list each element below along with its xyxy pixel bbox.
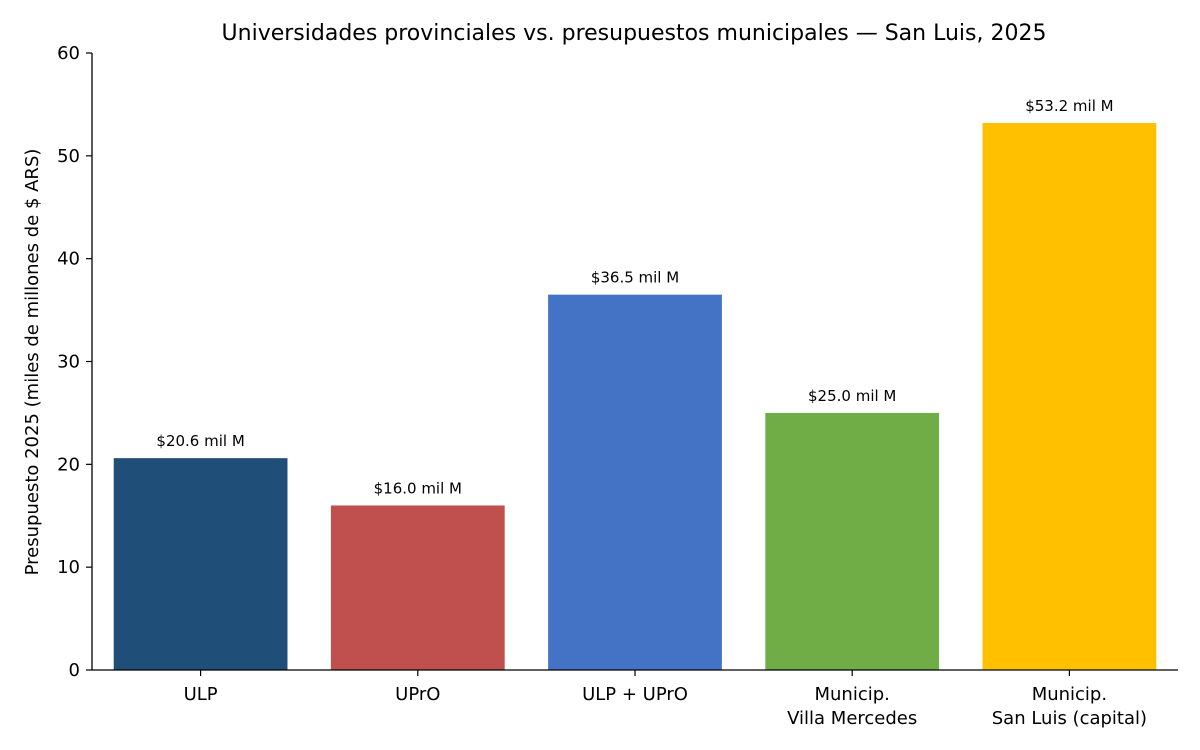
data-label: $20.6 mil M (156, 432, 244, 450)
x-axis-ticks: ULP UPrO ULP + UPrO Municip. Villa Mercedes M… (184, 670, 1147, 729)
y-tick-label: 60 (57, 43, 80, 64)
bar (765, 412, 940, 670)
x-tick-label: San Luis (capital) (992, 708, 1147, 729)
y-axis-ticks: 0 10 20 30 40 50 60 (57, 43, 92, 681)
x-tick-label: Villa Mercedes (787, 708, 917, 729)
chart-title: Universidades provinciales vs. presupues… (222, 21, 1047, 46)
data-label: $53.2 mil M (1025, 97, 1113, 115)
data-label: $36.5 mil M (591, 269, 679, 287)
x-tick-label: UPrO (395, 684, 440, 705)
x-tick-label: Municip. (1032, 684, 1107, 705)
y-tick-label: 40 (57, 249, 80, 270)
y-tick-label: 0 (69, 660, 80, 681)
data-label: $25.0 mil M (808, 387, 896, 405)
data-label: $16.0 mil M (374, 479, 462, 497)
bar (548, 294, 722, 670)
y-tick-label: 30 (57, 352, 80, 373)
bars (113, 122, 1157, 671)
y-tick-label: 50 (57, 146, 80, 167)
x-tick-label: Municip. (814, 684, 889, 705)
x-tick-label: ULP (184, 684, 218, 705)
y-axis-label: Presupuesto 2025 (miles de millones de $… (22, 149, 43, 576)
data-labels: $20.6 mil M $16.0 mil M $36.5 mil M $25.0 m… (156, 97, 1113, 498)
x-tick-label: ULP + UPrO (582, 684, 688, 705)
bar (330, 505, 505, 670)
bar (982, 122, 1157, 671)
bar (113, 458, 288, 670)
y-tick-label: 10 (57, 557, 80, 578)
y-tick-label: 20 (57, 454, 80, 475)
